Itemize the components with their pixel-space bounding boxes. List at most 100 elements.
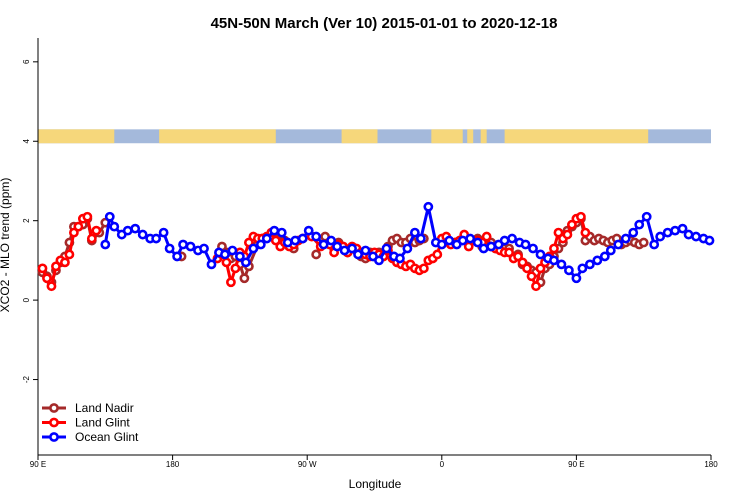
data-point: [592, 255, 603, 266]
data-point: [520, 239, 531, 250]
x-axis-label: Longitude: [349, 477, 402, 491]
data-point: [465, 233, 476, 244]
data-point: [670, 225, 681, 236]
data-point: [332, 241, 343, 252]
data-point: [234, 251, 245, 262]
data-point: [535, 263, 546, 274]
chart-title: 45N-50N March (Ver 10) 2015-01-01 to 202…: [211, 15, 558, 32]
data-point: [248, 243, 259, 254]
data-point: [311, 249, 322, 260]
data-point: [109, 221, 120, 232]
data-point: [37, 263, 48, 274]
data-point: [535, 249, 546, 260]
data-point: [178, 239, 188, 250]
data-point: [683, 229, 694, 240]
data-point: [91, 225, 102, 236]
data-point: [326, 235, 337, 246]
data-point: [575, 211, 586, 222]
data-point: [270, 235, 281, 246]
data-point: [522, 263, 532, 274]
data-point: [261, 233, 272, 244]
y-tick-label: 2: [22, 218, 31, 223]
data-point: [297, 233, 308, 244]
land-band: [467, 129, 474, 144]
data-point: [104, 211, 115, 222]
y-tick-label: 4: [22, 138, 31, 143]
data-point: [486, 241, 497, 252]
data-point: [227, 245, 238, 256]
data-point: [599, 251, 610, 262]
data-point: [605, 245, 616, 256]
land-band: [159, 129, 276, 144]
data-point: [613, 239, 624, 250]
data-point: [638, 237, 649, 248]
data-point: [239, 273, 250, 284]
data-point: [122, 225, 133, 236]
data-point: [562, 229, 573, 240]
data-point: [531, 281, 541, 292]
data-point: [528, 243, 538, 254]
plot-area: [37, 201, 715, 292]
data-point: [130, 223, 141, 234]
data-point: [423, 201, 434, 212]
data-point: [60, 257, 70, 268]
data-point: [481, 231, 492, 242]
data-point: [276, 227, 287, 238]
legend-item: Ocean Glint: [42, 430, 139, 444]
data-point: [282, 237, 293, 248]
data-point: [226, 277, 236, 288]
data-point: [230, 263, 241, 274]
data-point: [347, 243, 357, 254]
legend-item: Land Glint: [42, 416, 130, 430]
data-point: [255, 239, 266, 250]
land-band: [341, 129, 378, 144]
data-point: [478, 243, 489, 254]
data-point: [436, 239, 447, 250]
data-point: [318, 239, 329, 250]
data-point: [415, 233, 426, 244]
data-point: [137, 229, 148, 240]
y-axis-label: XCO2 - MLO trend (ppm): [0, 178, 12, 313]
data-point: [504, 247, 514, 258]
legend-marker: [49, 417, 59, 428]
land-band: [504, 129, 649, 144]
y-tick-label: -2: [22, 375, 31, 383]
data-point: [691, 231, 701, 242]
data-point: [499, 235, 510, 246]
data-point: [185, 241, 196, 252]
x-tick-label: 90 W: [298, 460, 317, 469]
x-tick-label: 90 E: [30, 460, 46, 469]
data-point: [374, 255, 384, 266]
data-point: [620, 233, 631, 244]
x-tick-label: 0: [440, 460, 445, 469]
data-point: [151, 233, 162, 244]
data-point: [577, 263, 588, 274]
x-tick-label: 180: [704, 460, 718, 469]
data-point: [100, 239, 111, 250]
data-point: [290, 235, 301, 246]
data-point: [68, 227, 79, 238]
data-point: [567, 219, 577, 230]
data-point: [472, 237, 483, 248]
data-point: [584, 259, 595, 270]
legend-marker: [49, 432, 59, 442]
series-ocean-glint: [100, 201, 715, 284]
data-point: [641, 211, 652, 222]
land-ocean-strip: [38, 129, 711, 144]
data-point: [704, 235, 715, 246]
data-point: [549, 255, 559, 266]
data-point: [507, 233, 517, 244]
data-point: [172, 251, 182, 262]
data-point: [409, 227, 420, 238]
data-point: [311, 231, 322, 242]
data-point: [395, 253, 405, 264]
data-point: [303, 225, 314, 236]
data-point: [457, 235, 468, 246]
land-band: [480, 129, 487, 144]
data-point: [571, 273, 582, 284]
data-point: [64, 249, 75, 260]
data-point: [269, 225, 280, 236]
legend-item: Land Nadir: [42, 401, 134, 415]
